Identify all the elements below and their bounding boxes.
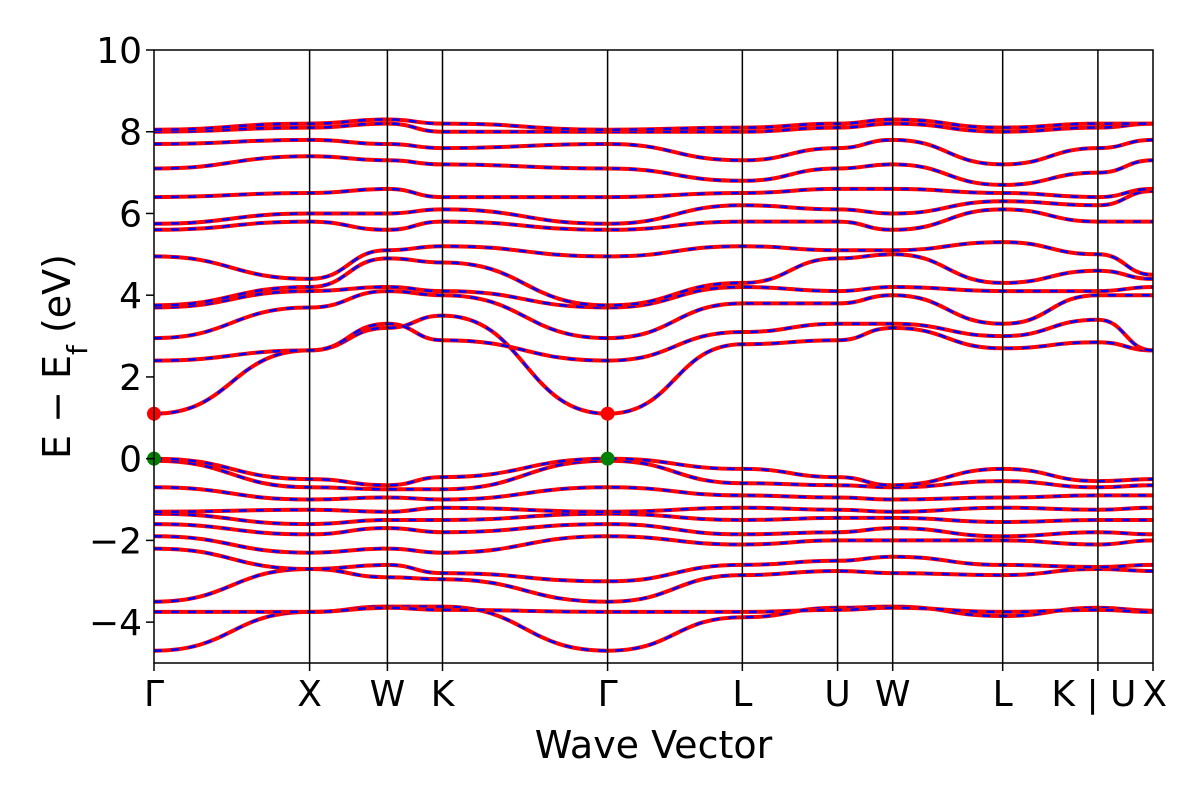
x-tick-label: Γ: [144, 674, 164, 715]
band-line-14-b: [153, 289, 1153, 340]
band-line-21-b: [153, 155, 1154, 187]
band-line-13-b: [153, 318, 1154, 362]
band-line-17-b: [153, 240, 1154, 281]
y-tick-label: 0: [119, 440, 142, 481]
band-line-23-b: [153, 122, 1154, 133]
band-line-5-b: [153, 535, 1154, 554]
x-tick-label: K | U: [1051, 674, 1136, 715]
band-line-24-b: [153, 118, 1153, 131]
vbm-marker-3: [600, 451, 615, 466]
y-axis-title: E − Ef (eV): [35, 254, 94, 459]
band-line-6-b: [153, 522, 1154, 538]
band-line-16-a: [153, 252, 1154, 308]
x-tick-label: W: [875, 674, 911, 715]
cbm-marker-1: [600, 406, 615, 421]
x-tick-label: W: [370, 674, 406, 715]
y-axis-title-main: E − E: [35, 355, 79, 459]
band-line-18-b: [153, 208, 1153, 232]
band-line-3-b: [153, 567, 1154, 603]
band-line-9-b: [153, 486, 1153, 501]
y-axis-title-unit: (eV): [35, 254, 79, 345]
y-tick-label: −4: [89, 603, 142, 644]
band-line-20-b: [153, 187, 1154, 199]
y-tick-label: 4: [119, 276, 142, 317]
plot-frame: [153, 49, 1154, 664]
band-line-8-b: [153, 506, 1154, 514]
x-tick-label: Γ: [598, 674, 618, 715]
x-tick-label: U: [824, 674, 850, 715]
x-tick-label: K: [431, 674, 456, 715]
y-tick-label: −2: [89, 521, 142, 562]
band-line-10-b: [153, 459, 1154, 491]
y-tick-label: 10: [96, 31, 142, 72]
x-tick-label: L: [732, 674, 752, 715]
y-axis-ticks: −4 −2 0 2 4 6 8 10: [89, 31, 154, 644]
band-line-11-b: [153, 457, 1154, 487]
kpoint-divider-lines: [308, 50, 1099, 663]
x-axis-title: Wave Vector: [535, 723, 773, 767]
x-tick-label: X: [297, 674, 322, 715]
x-tick-label: L: [993, 674, 1013, 715]
band-line-7-b: [153, 512, 1153, 526]
y-axis-title-subscript: f: [61, 344, 94, 355]
band-line-22-a: [153, 137, 1154, 167]
y-tick-label: 8: [119, 113, 142, 154]
band-line-2-b: [153, 606, 1154, 614]
y-tick-label: 2: [119, 358, 142, 399]
band-edge-markers: [147, 406, 615, 466]
x-tick-label: X: [1142, 674, 1167, 715]
band-line-19-a: [153, 189, 1154, 226]
y-tick-label: 6: [119, 194, 142, 235]
